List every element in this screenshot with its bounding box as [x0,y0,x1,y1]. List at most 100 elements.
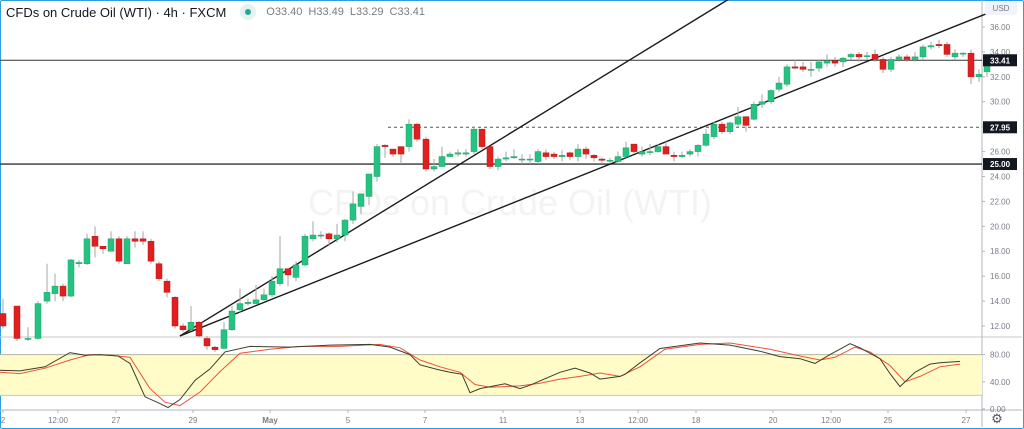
time-tick-label: 27 [112,416,121,425]
candle-down [325,233,333,240]
candle-up [34,303,42,339]
price-tick-label: 32.00 [990,73,1011,82]
trendline-1[interactable] [179,0,729,337]
candle-down [147,241,155,262]
time-tick-label: 12:00 [628,416,649,425]
candle-down [389,148,397,155]
candle-up [341,219,349,236]
candle-up [260,294,268,301]
candle-up [438,156,446,167]
candle-up [494,158,502,167]
candle-down [59,285,67,297]
candle-up [750,103,758,120]
time-tick-label: 2 [1,416,6,425]
market-status-indicator[interactable] [240,4,257,20]
candle-down [422,138,430,170]
time-tick-label: 7 [423,416,428,425]
candle-down [542,152,550,157]
osc-tick-label: 0.00 [990,405,1006,414]
candle-up [686,151,694,155]
candle-down [935,44,943,46]
candle-up [430,166,438,170]
candle-down [203,338,211,347]
candle-up [51,285,59,294]
candle-up [574,148,582,157]
candle-up [309,234,317,240]
candle-up [446,153,454,157]
ohlc-low: L33.29 [349,6,384,18]
symbol-title[interactable]: CFDs on Crude Oil (WTI) · 4h · FXCM [6,4,227,20]
candle-up [823,60,831,64]
candle-up [405,123,413,147]
candle-up [268,280,276,296]
candle-up [317,234,325,237]
candle-up [734,116,742,125]
gear-icon[interactable]: ⚙ [991,411,1003,426]
chart-legend: CFDs on Crude Oil (WTI) · 4h · FXCM O33.… [6,3,431,21]
candle-down [486,146,494,167]
candle-up [301,236,309,266]
candle-up [951,52,959,58]
candle-up [510,156,518,159]
price-tick-label: 22.00 [990,197,1011,206]
price-tag-label: 33.41 [990,56,1011,65]
candle-up [726,122,734,132]
candle-up [638,151,646,155]
candle-down [799,66,807,70]
candle-down [791,66,799,69]
candle-up [807,69,815,71]
candle-up [252,299,260,304]
time-tick-label: 29 [189,416,198,425]
candle-up [220,329,228,349]
ohlc-high: H33.49 [308,6,344,18]
price-tick-label: 12.00 [990,322,1011,331]
time-tick-label: 20 [769,416,778,425]
time-tick-label: 18 [692,416,701,425]
candle-up [83,238,91,264]
candle-up [606,160,614,162]
candle-down [742,116,750,126]
price-tick-label: 30.00 [990,98,1011,107]
candle-down [879,59,887,70]
time-tick-label: 27 [962,416,971,425]
price-tag [983,54,1017,67]
price-tag-label: 27.95 [990,123,1011,132]
time-tick-label: 11 [499,416,508,425]
candle-up [895,56,903,60]
candle-up [911,56,919,60]
candle-down [91,236,99,247]
candle-up [462,152,470,155]
candle-up [758,101,766,105]
currency-label[interactable]: USD [985,1,1017,15]
time-tick-label: May [262,416,278,425]
candle-up [526,158,534,161]
candle-down [582,148,590,155]
candle-down [630,143,638,152]
trendline-2[interactable] [179,7,1001,337]
candle-up [534,151,542,162]
candle-down [413,123,421,140]
candle-up [622,147,630,157]
oscillator-band [0,354,982,396]
candle-down [284,268,292,276]
candle-up [694,145,702,152]
candle-up [887,59,895,70]
price-tick-label: 36.00 [990,23,1011,32]
candle-up [863,55,871,57]
candle-down [478,128,486,147]
price-tag [983,121,1017,134]
candle-down [155,263,163,279]
candle-down [179,325,187,330]
candle-up [123,238,131,264]
candle-down [566,152,574,157]
candle-down [831,60,839,64]
candle-up [24,338,32,340]
candle-up [43,292,51,302]
candle-down [903,56,911,60]
candle-down [662,146,670,155]
candle-up [454,152,462,155]
candle-up [236,303,244,311]
price-tick-label: 26.00 [990,148,1011,157]
candle-up [775,82,783,90]
